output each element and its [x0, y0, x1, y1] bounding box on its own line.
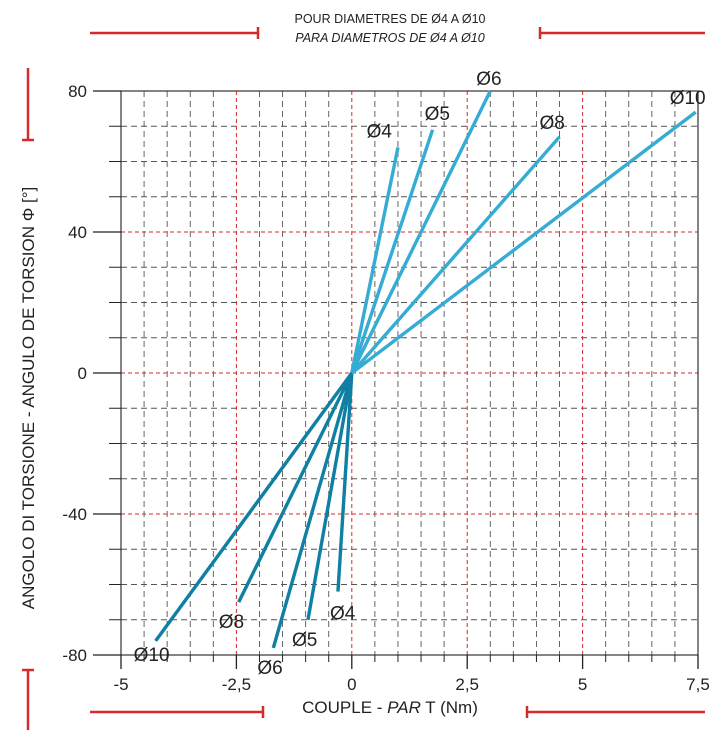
header-markers — [90, 27, 705, 39]
x-tick-label: -5 — [113, 675, 128, 694]
tick-labels: -5 -2,5 0 2,5 5 7,5 80 40 0 -40 -80 — [62, 82, 709, 694]
x-axis-label-italic: PAR — [387, 698, 421, 717]
series-line-negative — [306, 372, 354, 621]
series-line-positive — [350, 129, 435, 374]
series-label-negative: Ø5 — [292, 630, 317, 651]
header-line-2: PARA DIAMETROS DE Ø4 A Ø10 — [295, 31, 484, 45]
x-tick-label: 2,5 — [455, 675, 479, 694]
series-label-negative: Ø4 — [330, 604, 356, 625]
y-axis-label: ANGOLO DI TORSIONE - ANGULO DE TORSION Φ… — [19, 187, 38, 609]
series-label-negative: Ø8 — [219, 612, 244, 633]
series-label-positive: Ø6 — [476, 69, 501, 90]
series-line-negative — [336, 372, 354, 592]
y-tick-label: -40 — [62, 505, 87, 524]
x-tick-label: 0 — [347, 675, 356, 694]
series-label-positive: Ø4 — [367, 121, 393, 142]
series-label-positive: Ø5 — [425, 104, 450, 125]
x-axis-label-main: COUPLE - — [302, 698, 387, 717]
series-line-negative — [154, 371, 354, 642]
x-tick-label: 7,5 — [686, 675, 710, 694]
series-labels: Ø4 Ø4 Ø5 Ø5 Ø6 Ø6 Ø8 Ø8 Ø10 Ø10 — [134, 69, 706, 679]
series-label-negative: Ø6 — [257, 658, 282, 679]
x-tick-label: 5 — [578, 675, 587, 694]
series-line-positive — [350, 110, 697, 375]
header-line-1: POUR DIAMETRES DE Ø4 A Ø10 — [294, 12, 485, 26]
y-tick-label: 0 — [78, 364, 87, 383]
series-line-positive — [350, 147, 400, 374]
x-axis-label-tail: T (Nm) — [421, 698, 478, 717]
series-line-positive — [350, 135, 561, 375]
y-tick-label: 80 — [68, 82, 87, 101]
series-line-positive — [350, 90, 492, 374]
series-label-positive: Ø8 — [540, 113, 565, 134]
series-line-negative — [271, 372, 354, 649]
x-axis-label: COUPLE - PAR T (Nm) — [302, 698, 478, 717]
series-label-negative: Ø10 — [134, 645, 170, 666]
series-label-positive: Ø10 — [670, 88, 706, 109]
series-lines — [154, 90, 697, 649]
x-tick-label: -2,5 — [222, 675, 251, 694]
y-axis-markers — [22, 68, 34, 730]
y-tick-label: -80 — [62, 646, 87, 665]
y-tick-label: 40 — [68, 223, 87, 242]
series-line-negative — [237, 372, 354, 603]
x-axis-markers — [90, 706, 705, 718]
